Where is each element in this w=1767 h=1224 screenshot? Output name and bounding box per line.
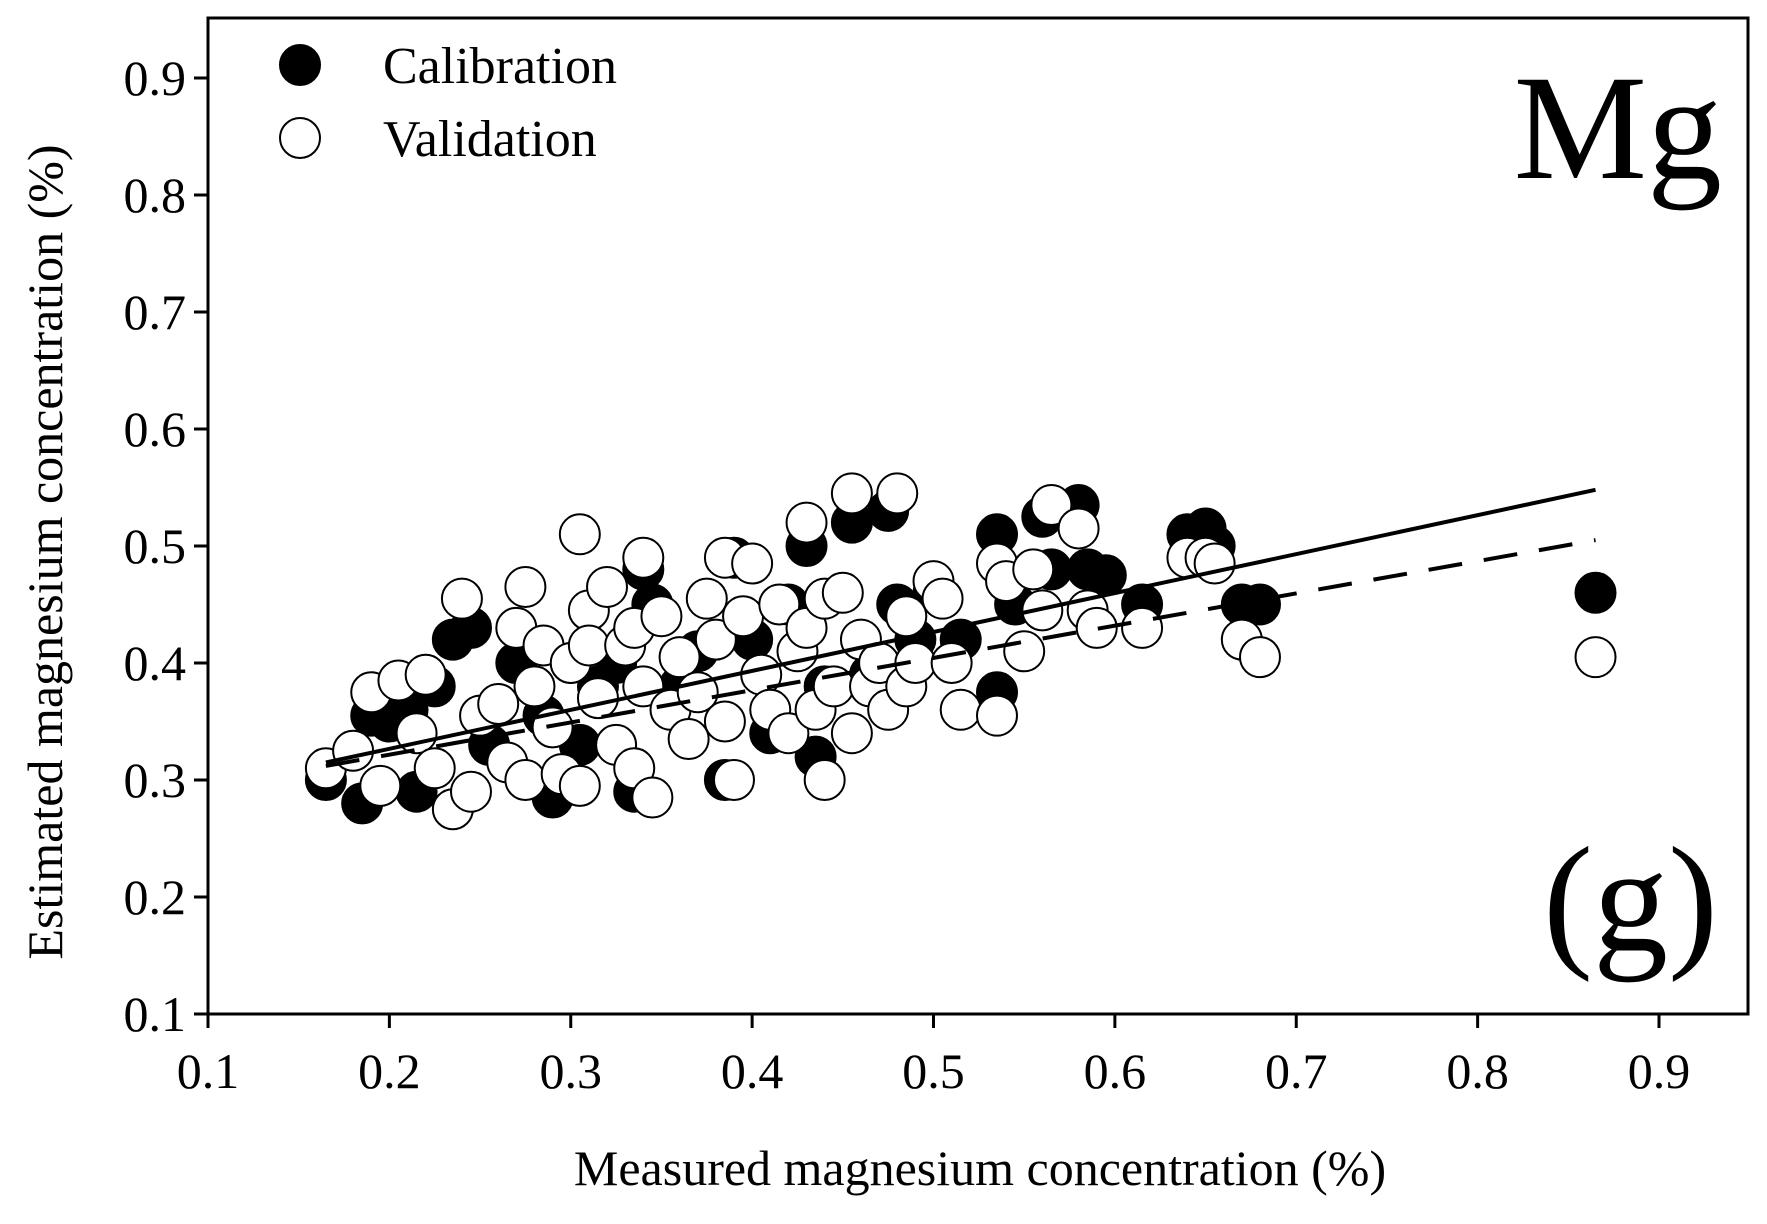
validation-point — [504, 759, 547, 801]
validation-point — [722, 595, 765, 638]
validation-point — [658, 636, 701, 679]
validation-point — [631, 776, 674, 819]
validation-point — [712, 759, 755, 801]
panel-label: (g) — [1543, 817, 1718, 983]
fit-lines — [325, 487, 1596, 768]
legend-marker-validation — [279, 117, 321, 159]
x-tick-label: 0.8 — [1446, 1043, 1509, 1099]
validation-point — [921, 577, 964, 620]
validation-point — [1057, 507, 1100, 550]
validation-point — [1574, 636, 1617, 679]
validation-point — [359, 764, 402, 807]
validation-point — [694, 618, 737, 661]
y-tick-label: 0.9 — [124, 50, 187, 106]
validation-point — [558, 513, 601, 556]
y-tick-label: 0.1 — [124, 986, 187, 1042]
x-tick-label: 0.3 — [540, 1043, 603, 1099]
validation-point — [758, 583, 801, 626]
validation-point — [440, 577, 483, 620]
y-tick-label: 0.5 — [124, 518, 187, 574]
validation-point — [1030, 484, 1073, 527]
validation-point — [803, 759, 846, 801]
validation-point — [1238, 636, 1281, 679]
y-tick-label: 0.4 — [124, 635, 187, 691]
calibration-point — [1084, 554, 1127, 597]
validation-point — [821, 571, 864, 614]
validation-point — [513, 665, 556, 708]
x-tick-label: 0.5 — [902, 1043, 965, 1099]
x-tick-label: 0.9 — [1628, 1043, 1691, 1099]
validation-point — [576, 677, 619, 720]
validation-point — [1193, 542, 1236, 585]
x-axis-ticks: 0.1 0.2 0.3 0.4 0.5 0.6 0.7 0.8 0.9 — [177, 1014, 1691, 1099]
validation-point — [731, 542, 774, 585]
validation-point — [785, 501, 828, 544]
plot-frame — [206, 16, 1750, 1016]
validation-point — [667, 718, 710, 761]
calibration-fit-line — [325, 538, 1596, 768]
validation-point — [703, 700, 746, 743]
x-tick-label: 0.4 — [721, 1043, 784, 1099]
y-tick-label: 0.6 — [124, 401, 187, 457]
calibration-point — [1574, 571, 1617, 614]
y-tick-label: 0.2 — [124, 869, 187, 925]
validation-point — [830, 472, 873, 515]
calibration-point — [1238, 583, 1281, 626]
validation-point — [477, 682, 520, 725]
x-axis-title: Measured magnesium concentration (%) — [574, 1140, 1386, 1196]
validation-point — [1012, 548, 1055, 591]
legend-marker-calibration — [279, 44, 321, 86]
validation-point — [1075, 606, 1118, 649]
y-axis-title: Estimated magnesium concentration (%) — [17, 144, 73, 959]
element-label: Mg — [1514, 45, 1722, 211]
legend-label-calibration: Calibration — [383, 38, 617, 95]
validation-point — [876, 472, 919, 515]
validation-point — [885, 595, 928, 638]
validation-point — [558, 764, 601, 807]
validation-point — [685, 577, 728, 620]
validation-fit-line — [325, 487, 1596, 765]
y-tick-label: 0.3 — [124, 752, 187, 808]
y-tick-label: 0.8 — [124, 167, 187, 223]
validation-point — [740, 653, 783, 696]
validation-point — [830, 712, 873, 755]
validation-point — [504, 565, 547, 608]
validation-point — [404, 653, 447, 696]
validation-point — [622, 536, 665, 579]
x-tick-label: 0.2 — [358, 1043, 421, 1099]
validation-point — [939, 688, 982, 731]
validation-point — [586, 565, 629, 608]
validation-point — [413, 747, 456, 790]
validation-point — [1121, 606, 1164, 649]
legend-label-validation: Validation — [383, 111, 597, 168]
validation-point — [930, 642, 973, 684]
y-tick-label: 0.7 — [124, 284, 187, 340]
x-tick-label: 0.7 — [1265, 1043, 1328, 1099]
legend: Calibration Validation — [279, 38, 617, 168]
validation-point — [975, 694, 1018, 737]
validation-point — [1003, 630, 1046, 673]
validation-point — [640, 595, 683, 638]
validation-point — [767, 712, 810, 755]
validation-point — [449, 770, 492, 813]
x-tick-label: 0.6 — [1084, 1043, 1147, 1099]
y-axis-ticks: 0.1 0.2 0.3 0.4 0.5 0.6 0.7 0.8 0.9 — [124, 50, 208, 1042]
x-tick-label: 0.1 — [177, 1043, 240, 1099]
validation-point — [567, 624, 610, 667]
